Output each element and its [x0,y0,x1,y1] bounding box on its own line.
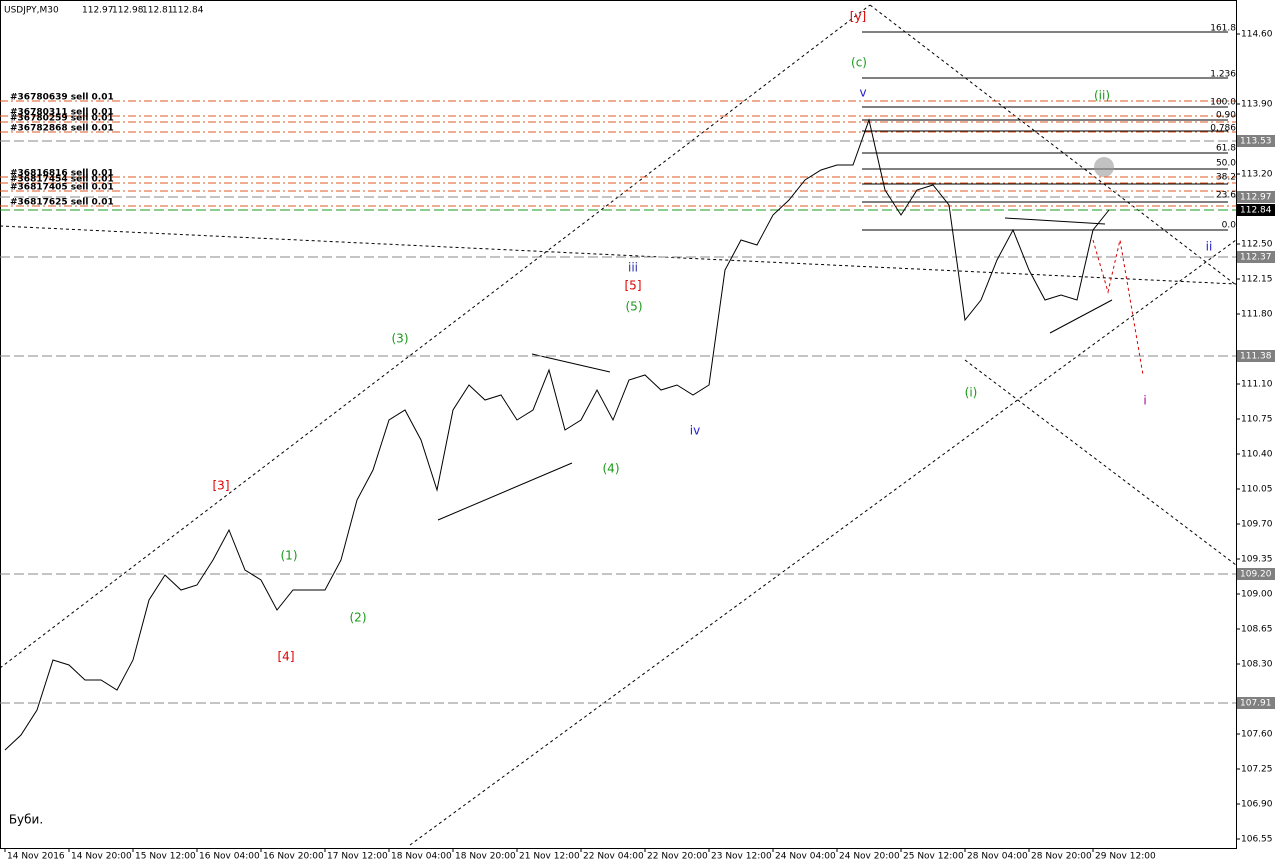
wave-label: [y] [850,10,866,24]
x-tick-label: 15 Nov 12:00 [135,852,196,862]
wave-label: (c) [851,56,867,70]
level-box [1237,135,1275,147]
order-label: #36816816 sell 0.01 [10,169,114,179]
y-tick-label: 107.60 [1241,730,1273,740]
x-tick-label: 24 Nov 20:00 [839,852,900,862]
x-tick-label: 16 Nov 04:00 [199,852,260,862]
order-label: #36817405 sell 0.01 [10,183,114,193]
x-tick-label: 14 Nov 2016 [7,852,65,862]
wave-label: [4] [278,650,295,664]
order-label: #36780311 sell 0.01 [10,108,114,118]
wave-label: (2) [350,611,367,625]
y-tick-label: 107.25 [1241,765,1273,775]
y-tick-label: 112.15 [1241,275,1273,285]
x-tick-label: 24 Nov 04:00 [775,852,836,862]
order-label: #36782868 sell 0.01 [10,124,114,134]
forecast-path [1092,239,1144,376]
level-box [1237,697,1275,709]
y-tick-label: 110.40 [1241,450,1273,460]
wave-label: [5] [625,279,642,293]
fib-label: 161.8 [1210,24,1236,34]
trend-lines [0,4,1237,846]
x-tick-label: 28 Nov 20:00 [1031,852,1092,862]
wave-label: iii [628,261,638,275]
x-tick-label: 21 Nov 12:00 [519,852,580,862]
fib-label: 61.8 [1216,144,1236,154]
y-tick-label: 111.10 [1241,380,1273,390]
wave-label: (4) [603,462,620,476]
marker [1094,157,1114,177]
pattern-lines [437,31,1228,521]
x-tick-label: 14 Nov 20:00 [71,852,132,862]
level-label: 109.20 [1240,570,1272,580]
y-tick-label: 106.55 [1241,835,1273,845]
level-box [1237,350,1275,362]
level-label: 113.53 [1240,137,1272,147]
x-tick-label: 18 Nov 04:00 [391,852,452,862]
fib-label: 23.6 [1216,191,1236,201]
y-tick-label: 110.05 [1241,485,1273,495]
order-label: #36780259 sell 0.01 [10,114,114,124]
x-tick-label: 16 Nov 20:00 [263,852,324,862]
quote: 112.97 [82,6,114,16]
y-tick-label: 109.70 [1241,520,1273,530]
x-tick-label: 29 Nov 12:00 [1095,852,1156,862]
fib-label: 100.0 [1210,98,1236,108]
wave-label: iv [690,424,700,438]
plot-area [0,0,1237,849]
y-tick-label: 111.80 [1241,310,1273,320]
y-tick-label: 114.60 [1241,30,1273,40]
level-label: 112.37 [1240,253,1272,263]
wave-label: i [1143,394,1146,408]
level-box [1237,568,1275,580]
y-tick-label: 108.65 [1241,625,1273,635]
level-box [1237,204,1275,216]
quote: 112.84 [172,6,204,16]
y-tick-label: 113.20 [1241,170,1273,180]
y-tick-label: 108.30 [1241,660,1273,670]
wave-label: (i) [965,386,978,400]
order-label: #36780639 sell 0.01 [10,93,114,103]
quote: 112.81 [142,6,174,16]
level-label: 112.84 [1240,206,1272,216]
quote: 112.98 [112,6,144,16]
y-tick-label: 112.50 [1241,240,1273,250]
wave-label: (3) [392,332,409,346]
y-tick-label: 113.90 [1241,100,1273,110]
y-tick-label: 110.75 [1241,415,1273,425]
order-label: #36817454 sell 0.01 [10,175,114,185]
fib-label: 0.786 [1210,124,1236,134]
x-tick-label: 22 Nov 04:00 [583,852,644,862]
level-label: 112.97 [1240,193,1272,203]
level-label: 111.38 [1240,352,1272,362]
wave-label: v [859,86,866,100]
fib-label: 1.236 [1210,70,1236,80]
x-tick-label: 17 Nov 12:00 [327,852,388,862]
level-label: 107.91 [1240,699,1272,709]
x-tick-label: 25 Nov 12:00 [903,852,964,862]
wave-label: (1) [281,549,298,563]
x-tick-label: 28 Nov 04:00 [967,852,1028,862]
fib-label: 38.2 [1216,173,1236,183]
fib-label: 0.90 [1216,111,1236,121]
y-tick-label: 109.00 [1241,590,1273,600]
wave-label: Буби. [9,813,43,827]
wave-label: (ii) [1094,89,1110,103]
fib-label: 0.0 [1222,221,1237,231]
level-box [1237,191,1275,203]
x-tick-label: 22 Nov 20:00 [647,852,708,862]
wave-label: (5) [626,300,643,314]
x-tick-label: 23 Nov 12:00 [711,852,772,862]
y-tick-label: 109.35 [1241,555,1273,565]
symbol: USDJPY,M30 [4,6,59,16]
x-tick-label: 18 Nov 20:00 [455,852,516,862]
y-tick-label: 106.90 [1241,800,1273,810]
order-label: #36817625 sell 0.01 [10,198,114,208]
wave-label: ii [1206,240,1213,254]
level-box [1237,251,1275,263]
wave-label: [3] [213,479,230,493]
price-line [4,118,1110,751]
fib-label: 50.0 [1216,159,1236,169]
